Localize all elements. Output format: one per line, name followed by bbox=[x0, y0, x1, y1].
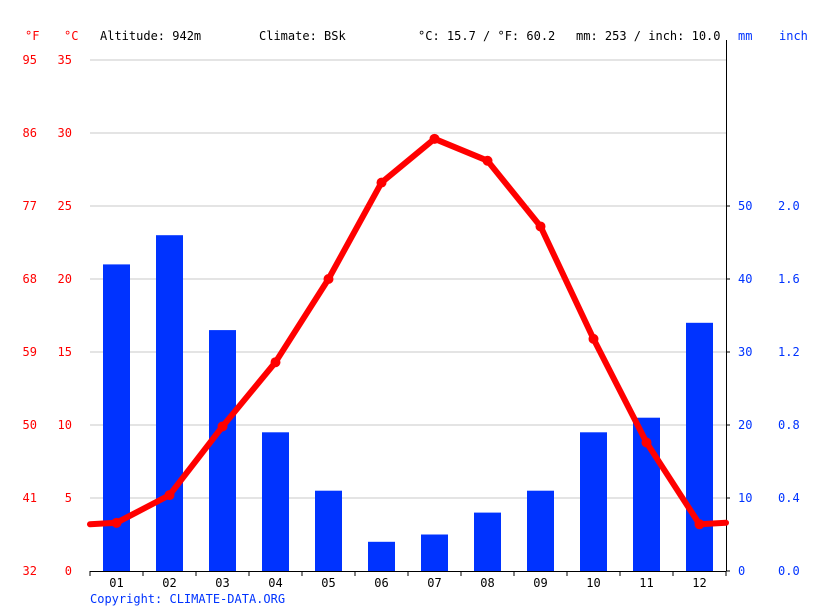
precipitation-bar bbox=[686, 322, 713, 571]
celsius-tick-label: 25 bbox=[58, 199, 72, 213]
precipitation-bar bbox=[156, 235, 183, 571]
fahrenheit-tick-label: 68 bbox=[23, 272, 37, 286]
climate-label: Climate: BSk bbox=[259, 29, 346, 43]
celsius-tick-label: 0 bbox=[65, 564, 72, 578]
month-tick-label: 11 bbox=[639, 576, 653, 590]
celsius-tick-label: 20 bbox=[58, 272, 72, 286]
gridlines bbox=[90, 59, 726, 499]
celsius-tick-label: 30 bbox=[58, 126, 72, 140]
mm-tick-label: 40 bbox=[738, 272, 752, 286]
fahrenheit-tick-label: 95 bbox=[23, 53, 37, 67]
tick-labels: 0 32 5 41 10 50 15 59 20 68 25 77 30 86 35 95 0 0.0 10 0.4 2… bbox=[23, 53, 800, 590]
month-tick-label: 07 bbox=[427, 576, 441, 590]
precipitation-bar bbox=[474, 512, 501, 571]
fahrenheit-tick-label: 77 bbox=[23, 199, 37, 213]
fahrenheit-tick-label: 59 bbox=[23, 345, 37, 359]
month-tick-label: 05 bbox=[321, 576, 335, 590]
temperature-point bbox=[482, 155, 493, 166]
temperature-point bbox=[641, 437, 652, 448]
month-tick-label: 09 bbox=[533, 576, 547, 590]
precipitation-bar bbox=[368, 541, 395, 571]
mm-tick-label: 10 bbox=[738, 491, 752, 505]
month-tick-label: 06 bbox=[374, 576, 388, 590]
inch-tick-label: 0.8 bbox=[778, 418, 800, 432]
total-precipitation-label: mm: 253 / inch: 10.0 bbox=[576, 29, 721, 43]
inch-unit-label: inch bbox=[779, 29, 808, 43]
inch-tick-label: 0.0 bbox=[778, 564, 800, 578]
temperature-line-path bbox=[87, 135, 729, 528]
axes bbox=[89, 40, 730, 576]
month-tick-label: 12 bbox=[692, 576, 706, 590]
fahrenheit-unit-label: °F bbox=[25, 29, 39, 43]
altitude-label: Altitude: 942m bbox=[100, 29, 201, 43]
month-tick-label: 04 bbox=[268, 576, 282, 590]
temperature-point bbox=[429, 133, 440, 144]
precipitation-bar bbox=[421, 534, 448, 571]
temperature-point bbox=[376, 177, 387, 188]
temperature-point bbox=[217, 421, 228, 432]
mm-tick-label: 0 bbox=[738, 564, 745, 578]
temperature-point bbox=[164, 490, 175, 501]
month-tick-label: 02 bbox=[162, 576, 176, 590]
inch-tick-label: 1.6 bbox=[778, 272, 800, 286]
month-tick-label: 10 bbox=[586, 576, 600, 590]
mm-tick-label: 20 bbox=[738, 418, 752, 432]
precipitation-bar bbox=[580, 432, 607, 571]
fahrenheit-tick-label: 32 bbox=[23, 564, 37, 578]
celsius-unit-label: °C bbox=[64, 29, 78, 43]
inch-tick-label: 0.4 bbox=[778, 491, 800, 505]
celsius-tick-label: 5 bbox=[65, 491, 72, 505]
celsius-tick-label: 35 bbox=[58, 53, 72, 67]
copyright-label: Copyright: CLIMATE-DATA.ORG bbox=[90, 592, 285, 606]
temperature-point bbox=[323, 274, 334, 284]
temperature-point bbox=[588, 333, 599, 344]
fahrenheit-tick-label: 50 bbox=[23, 418, 37, 432]
temperature-point bbox=[111, 517, 122, 528]
celsius-tick-label: 15 bbox=[58, 345, 72, 359]
average-temperature-label: °C: 15.7 / °F: 60.2 bbox=[418, 29, 555, 43]
inch-tick-label: 1.2 bbox=[778, 345, 800, 359]
precipitation-bar bbox=[262, 432, 289, 571]
temperature-point bbox=[535, 221, 546, 232]
month-tick-label: 01 bbox=[109, 576, 123, 590]
precipitation-bar bbox=[527, 490, 554, 571]
temperature-point bbox=[270, 357, 281, 368]
month-tick-label: 08 bbox=[480, 576, 494, 590]
celsius-tick-label: 10 bbox=[58, 418, 72, 432]
temperature-point bbox=[694, 519, 705, 530]
inch-tick-label: 2.0 bbox=[778, 199, 800, 213]
precipitation-bar bbox=[315, 490, 342, 571]
mm-unit-label: mm bbox=[738, 29, 752, 43]
temperature-line bbox=[87, 133, 729, 530]
mm-tick-label: 30 bbox=[738, 345, 752, 359]
fahrenheit-tick-label: 86 bbox=[23, 126, 37, 140]
fahrenheit-tick-label: 41 bbox=[23, 491, 37, 505]
month-tick-label: 03 bbox=[215, 576, 229, 590]
mm-tick-label: 50 bbox=[738, 199, 752, 213]
precipitation-bars bbox=[103, 235, 713, 571]
precipitation-bar bbox=[209, 330, 236, 571]
